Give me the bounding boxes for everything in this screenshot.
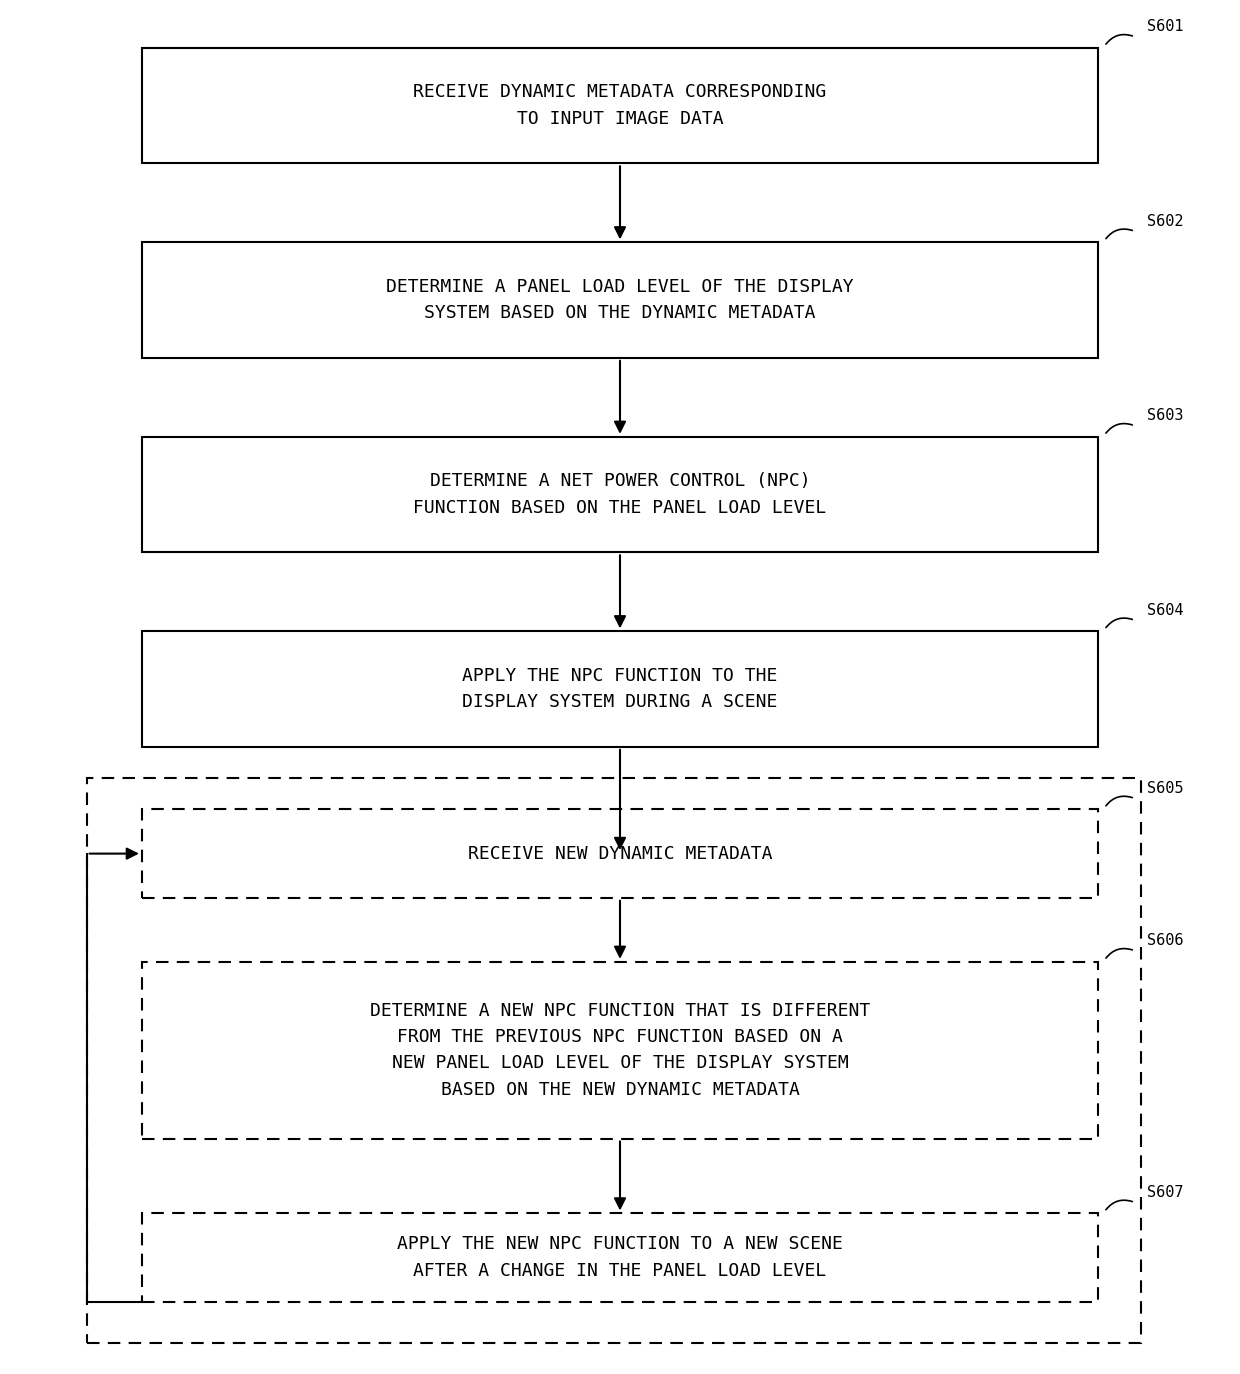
Text: DETERMINE A NEW NPC FUNCTION THAT IS DIFFERENT
FROM THE PREVIOUS NPC FUNCTION BA: DETERMINE A NEW NPC FUNCTION THAT IS DIF… [370, 1002, 870, 1099]
Text: S606: S606 [1147, 933, 1184, 948]
Text: APPLY THE NEW NPC FUNCTION TO A NEW SCENE
AFTER A CHANGE IN THE PANEL LOAD LEVEL: APPLY THE NEW NPC FUNCTION TO A NEW SCEN… [397, 1235, 843, 1279]
Text: S602: S602 [1147, 213, 1184, 228]
Text: S607: S607 [1147, 1184, 1184, 1200]
Text: DETERMINE A NET POWER CONTROL (NPC)
FUNCTION BASED ON THE PANEL LOAD LEVEL: DETERMINE A NET POWER CONTROL (NPC) FUNC… [413, 473, 827, 517]
Text: S604: S604 [1147, 603, 1184, 618]
Text: S603: S603 [1147, 408, 1184, 423]
Bar [141, 437, 1099, 552]
Bar [141, 1213, 1099, 1301]
Bar [141, 809, 1099, 897]
Text: RECEIVE NEW DYNAMIC METADATA: RECEIVE NEW DYNAMIC METADATA [467, 845, 773, 863]
Text: APPLY THE NPC FUNCTION TO THE
DISPLAY SYSTEM DURING A SCENE: APPLY THE NPC FUNCTION TO THE DISPLAY SY… [463, 666, 777, 712]
Text: RECEIVE DYNAMIC METADATA CORRESPONDING
TO INPUT IMAGE DATA: RECEIVE DYNAMIC METADATA CORRESPONDING T… [413, 84, 827, 128]
Bar [141, 631, 1099, 747]
Text: S605: S605 [1147, 780, 1184, 796]
Bar [141, 48, 1099, 164]
Bar [141, 242, 1099, 357]
Bar [141, 962, 1099, 1139]
Text: S601: S601 [1147, 19, 1184, 34]
Bar [87, 778, 1141, 1342]
Text: DETERMINE A PANEL LOAD LEVEL OF THE DISPLAY
SYSTEM BASED ON THE DYNAMIC METADATA: DETERMINE A PANEL LOAD LEVEL OF THE DISP… [386, 278, 854, 323]
